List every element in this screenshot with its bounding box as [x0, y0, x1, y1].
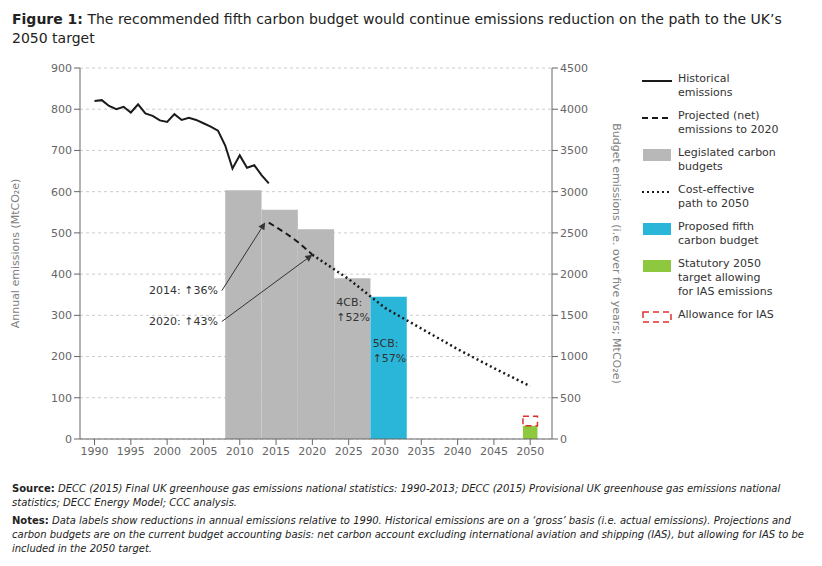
html-text:Figure 1: The recommended fift: Figure 1: The recommended fifth carbon b… [12, 11, 782, 46]
svg-text:2014: ↑36%: 2014: ↑36% [149, 284, 218, 297]
svg-text:2020: ↑43%: 2020: ↑43% [149, 315, 218, 328]
html-text:carbon budget: carbon budget [678, 234, 759, 247]
svg-text:3000: 3000 [560, 186, 588, 199]
svg-text:Budget emissions (i.e. over fi: Budget emissions (i.e. over five years; … [610, 123, 623, 383]
svg-text:2045: 2045 [480, 445, 508, 458]
svg-text:1000: 1000 [560, 350, 588, 363]
svg-text:400: 400 [51, 268, 72, 281]
svg-text:2000: 2000 [153, 445, 181, 458]
svg-text:500: 500 [51, 227, 72, 240]
svg-text:800: 800 [51, 103, 72, 116]
svg-text:2030: 2030 [371, 445, 399, 458]
html-text:Allowance for IAS: Allowance for IAS [678, 308, 774, 321]
html-text:Statutory 2050: Statutory 2050 [678, 257, 761, 270]
svg-text:2035: 2035 [407, 445, 435, 458]
html-text:for IAS emissions: for IAS emissions [678, 285, 773, 298]
svg-text:3500: 3500 [560, 144, 588, 157]
svg-text:2050: 2050 [516, 445, 544, 458]
html-text:budgets: budgets [678, 160, 723, 173]
svg-text:700: 700 [51, 144, 72, 157]
svg-text:0: 0 [65, 433, 72, 446]
svg-text:4500: 4500 [560, 62, 588, 75]
html-text:Source: DECC (2015) Final UK g: Source: DECC (2015) Final UK greenhouse … [12, 483, 781, 508]
svg-text:4000: 4000 [560, 103, 588, 116]
svg-text:500: 500 [560, 392, 581, 405]
html-text:emissions to 2020: emissions to 2020 [678, 123, 779, 136]
html-text:Proposed fifth: Proposed fifth [678, 220, 754, 233]
svg-text:Annual emissions (MtCO₂e): Annual emissions (MtCO₂e) [9, 179, 22, 329]
svg-text:2000: 2000 [560, 268, 588, 281]
svg-text:4CB:↑52%: 4CB:↑52% [336, 295, 370, 323]
svg-text:0: 0 [560, 433, 567, 446]
html-text:path to 2050: path to 2050 [678, 197, 749, 210]
svg-text:5CB:↑57%: 5CB:↑57% [373, 336, 407, 364]
svg-text:2500: 2500 [560, 227, 588, 240]
svg-text:1995: 1995 [117, 445, 145, 458]
svg-text:1500: 1500 [560, 309, 588, 322]
html-text:Cost-effective: Cost-effective [678, 183, 755, 196]
svg-text:2020: 2020 [298, 445, 326, 458]
html-text:Historical: Historical [678, 72, 730, 85]
svg-text:300: 300 [51, 309, 72, 322]
svg-text:2010: 2010 [226, 445, 254, 458]
svg-text:2015: 2015 [262, 445, 290, 458]
svg-text:2025: 2025 [335, 445, 363, 458]
html-text:emissions: emissions [678, 86, 733, 99]
svg-text:600: 600 [51, 186, 72, 199]
svg-text:200: 200 [51, 350, 72, 363]
html-text:Projected (net): Projected (net) [678, 109, 760, 122]
svg-text:1990: 1990 [81, 445, 109, 458]
svg-text:2040: 2040 [444, 445, 472, 458]
svg-text:100: 100 [51, 392, 72, 405]
svg-text:900: 900 [51, 62, 72, 75]
svg-text:2005: 2005 [189, 445, 217, 458]
html-text:target allowing: target allowing [678, 271, 761, 284]
html-text:Legislated carbon: Legislated carbon [678, 146, 776, 159]
html-text:Notes: Data labels show reduct: Notes: Data labels show reductions in an… [12, 515, 804, 554]
